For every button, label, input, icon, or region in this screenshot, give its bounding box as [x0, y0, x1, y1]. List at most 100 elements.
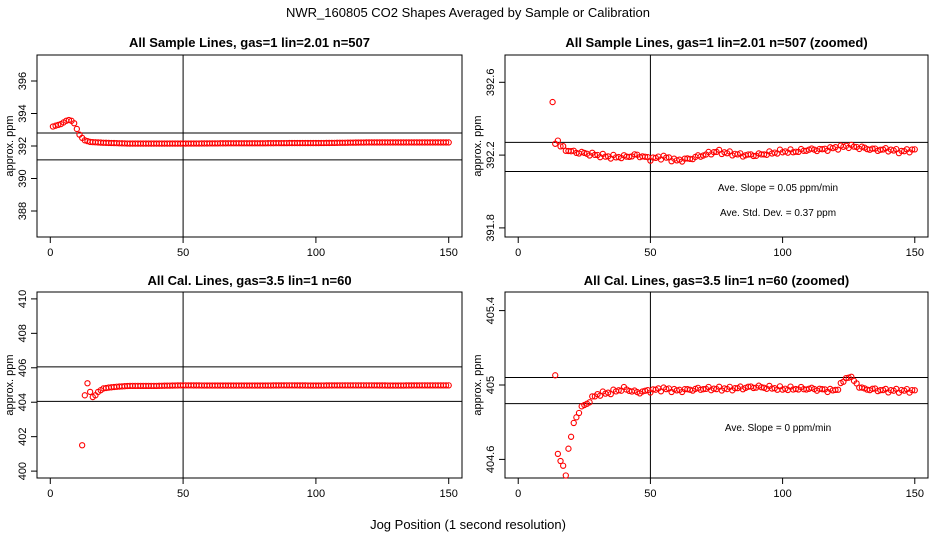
y-tick-label-2-392.6: 392.6: [485, 69, 497, 97]
x-tick-label-1-150: 150: [440, 247, 458, 259]
data-point: [641, 387, 649, 394]
annotation-2-1: Ave. Slope = 0.05 ppm/min: [718, 183, 838, 194]
data-point: [686, 155, 694, 163]
y-axis-label-4: approx. ppm: [472, 354, 484, 415]
y-tick-label-1-388: 388: [17, 202, 29, 220]
x-axis-label: Jog Position (1 second resolution): [370, 517, 566, 532]
data-point: [554, 450, 562, 458]
data-point: [850, 143, 858, 150]
data-point: [803, 386, 810, 393]
annotation-4-1: Ave. Slope = 0 ppm/min: [725, 423, 831, 434]
data-point: [557, 457, 564, 465]
data-point: [710, 385, 718, 392]
x-tick-label-2-150: 150: [906, 247, 924, 259]
data-point: [52, 122, 59, 129]
panel-title-3: All Cal. Lines, gas=3.5 lin=1 n=60: [147, 273, 351, 288]
y-tick-label-2-392.2: 392.2: [485, 141, 497, 169]
data-point: [55, 121, 62, 129]
data-point: [631, 151, 638, 158]
x-tick-label-4-50: 50: [644, 488, 656, 500]
data-point: [552, 372, 559, 379]
y-tick-label-4-405: 405: [485, 376, 497, 394]
x-tick-label-4-0: 0: [515, 488, 521, 500]
data-point: [869, 385, 876, 392]
data-point: [81, 137, 88, 144]
data-point: [86, 388, 94, 396]
data-point: [832, 386, 839, 394]
data-point: [710, 148, 718, 156]
x-tick-label-2-100: 100: [773, 247, 791, 259]
y-axis-label-3: approx. ppm: [4, 354, 16, 415]
data-point: [71, 120, 78, 127]
data-point: [663, 154, 670, 161]
y-axis-label-1: approx. ppm: [4, 115, 16, 176]
data-point: [858, 384, 866, 391]
x-tick-label-3-100: 100: [307, 488, 325, 500]
data-point: [562, 472, 569, 479]
data-point: [570, 419, 577, 427]
data-point: [911, 387, 918, 394]
data-point: [442, 139, 450, 146]
data-point: [602, 153, 609, 160]
main-title: NWR_160805 CO2 Shapes Averaged by Sample…: [286, 5, 650, 20]
x-tick-label-4-150: 150: [906, 488, 924, 500]
data-point: [615, 387, 622, 394]
y-tick-label-1-394: 394: [17, 104, 29, 122]
data-point: [49, 123, 57, 130]
data-point: [641, 153, 649, 160]
data-point: [760, 151, 768, 158]
plot-frame-2: [504, 54, 929, 238]
y-tick-label-4-405.4: 405.4: [485, 297, 497, 325]
data-point: [663, 385, 670, 393]
x-tick-label-1-100: 100: [307, 247, 325, 259]
data-point: [554, 137, 562, 144]
y-tick-label-3-410: 410: [17, 290, 29, 308]
data-series-3: [79, 380, 452, 449]
data-point: [792, 385, 799, 393]
data-point: [560, 142, 567, 150]
data-point: [557, 143, 564, 150]
panel-title-1: All Sample Lines, gas=1 lin=2.01 n=507: [129, 35, 370, 50]
data-series-2: [549, 98, 918, 165]
data-point: [442, 382, 450, 389]
data-point: [445, 382, 452, 389]
x-tick-label-3-50: 50: [177, 488, 189, 500]
data-point: [591, 151, 599, 159]
data-point: [700, 386, 707, 393]
data-point: [908, 386, 916, 394]
data-point: [73, 125, 80, 133]
x-tick-label-2-50: 50: [644, 247, 656, 259]
panel-title-2: All Sample Lines, gas=1 lin=2.01 n=507 (…: [565, 35, 867, 50]
data-point: [81, 392, 88, 399]
data-point: [573, 414, 580, 421]
y-tick-label-3-406: 406: [17, 359, 29, 377]
data-point: [911, 146, 918, 153]
data-point: [750, 384, 757, 392]
data-point: [567, 148, 575, 155]
x-tick-label-1-0: 0: [47, 247, 53, 259]
data-point: [792, 148, 799, 155]
data-point: [560, 462, 567, 469]
data-point: [908, 146, 916, 153]
y-tick-label-3-404: 404: [17, 393, 29, 411]
x-tick-label-3-0: 0: [47, 488, 53, 500]
y-tick-label-1-396: 396: [17, 72, 29, 90]
data-point: [750, 152, 757, 160]
y-tick-label-4-404.6: 404.6: [485, 446, 497, 474]
data-point: [575, 409, 583, 417]
x-tick-label-1-50: 50: [177, 247, 189, 259]
data-point: [626, 153, 633, 161]
plot-frame-3: [36, 291, 463, 479]
panel-title-4: All Cal. Lines, gas=3.5 lin=1 n=60 (zoom…: [584, 273, 850, 288]
data-point: [445, 139, 452, 146]
plot-frame-4: [504, 291, 929, 479]
y-tick-label-1-390: 390: [17, 169, 29, 187]
data-point: [869, 145, 876, 152]
data-point: [586, 399, 593, 406]
data-point: [589, 393, 596, 400]
data-point: [567, 433, 575, 440]
data-point: [549, 98, 556, 106]
y-axis-label-2: approx. ppm: [472, 115, 484, 176]
y-tick-label-1-392: 392: [17, 137, 29, 155]
